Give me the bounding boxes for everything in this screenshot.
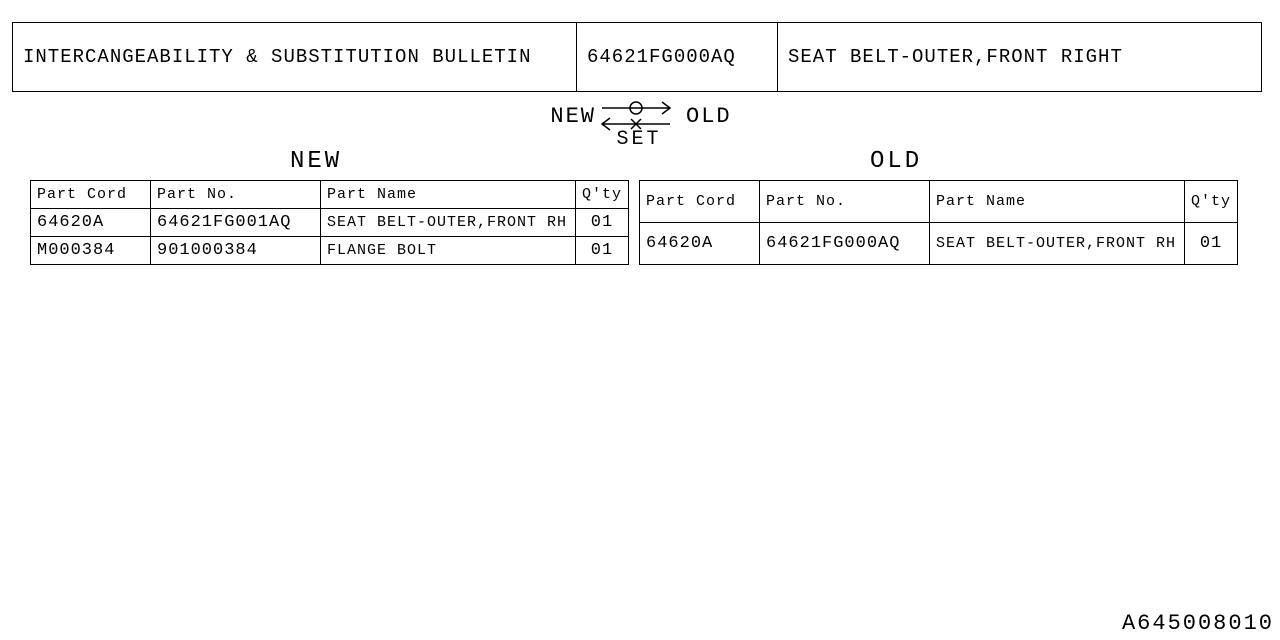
table-header-row: Part Cord Part No. Part Name Q'ty	[31, 181, 629, 209]
bulletin-title: INTERCANGEABILITY & SUBSTITUTION BULLETI…	[13, 23, 577, 91]
col-header-no: Part No.	[151, 181, 321, 209]
arrow-below-label: SET	[514, 128, 764, 151]
cell-qty: 01	[576, 209, 629, 237]
cell-no: 64621FG001AQ	[151, 209, 321, 237]
cell-cord: 64620A	[640, 223, 760, 265]
col-header-name: Part Name	[321, 181, 576, 209]
new-parts-table: Part Cord Part No. Part Name Q'ty 64620A…	[30, 180, 629, 265]
table-gap	[629, 180, 639, 265]
col-header-cord: Part Cord	[31, 181, 151, 209]
tables-container: Part Cord Part No. Part Name Q'ty 64620A…	[30, 180, 1238, 265]
drawing-number: A645008010	[1122, 611, 1274, 636]
old-section-label: OLD	[870, 148, 922, 175]
cell-name: SEAT BELT-OUTER,FRONT RH	[321, 209, 576, 237]
cell-cord: 64620A	[31, 209, 151, 237]
table-row: 64620A 64621FG000AQ SEAT BELT-OUTER,FRON…	[640, 223, 1238, 265]
table-header-row: Part Cord Part No. Part Name Q'ty	[640, 181, 1238, 223]
header-bar: INTERCANGEABILITY & SUBSTITUTION BULLETI…	[12, 22, 1262, 92]
new-section-label: NEW	[290, 148, 342, 175]
cell-qty: 01	[1185, 223, 1238, 265]
table-row: 64620A 64621FG001AQ SEAT BELT-OUTER,FRON…	[31, 209, 629, 237]
col-header-no: Part No.	[760, 181, 930, 223]
bulletin-part-code: 64621FG000AQ	[577, 23, 778, 91]
bulletin-part-description: SEAT BELT-OUTER,FRONT RIGHT	[778, 23, 1261, 91]
arrow-left-label: NEW	[514, 104, 596, 129]
col-header-qty: Q'ty	[1185, 181, 1238, 223]
cell-name: FLANGE BOLT	[321, 237, 576, 265]
cell-no: 64621FG000AQ	[760, 223, 930, 265]
table-row: M000384 901000384 FLANGE BOLT 01	[31, 237, 629, 265]
cell-cord: M000384	[31, 237, 151, 265]
cell-name: SEAT BELT-OUTER,FRONT RH	[930, 223, 1185, 265]
cell-no: 901000384	[151, 237, 321, 265]
interchange-arrow-block: NEW OLD SET	[514, 102, 764, 151]
col-header-name: Part Name	[930, 181, 1185, 223]
arrow-right-label: OLD	[676, 104, 746, 129]
col-header-cord: Part Cord	[640, 181, 760, 223]
old-parts-table: Part Cord Part No. Part Name Q'ty 64620A…	[639, 180, 1238, 265]
cell-qty: 01	[576, 237, 629, 265]
col-header-qty: Q'ty	[576, 181, 629, 209]
